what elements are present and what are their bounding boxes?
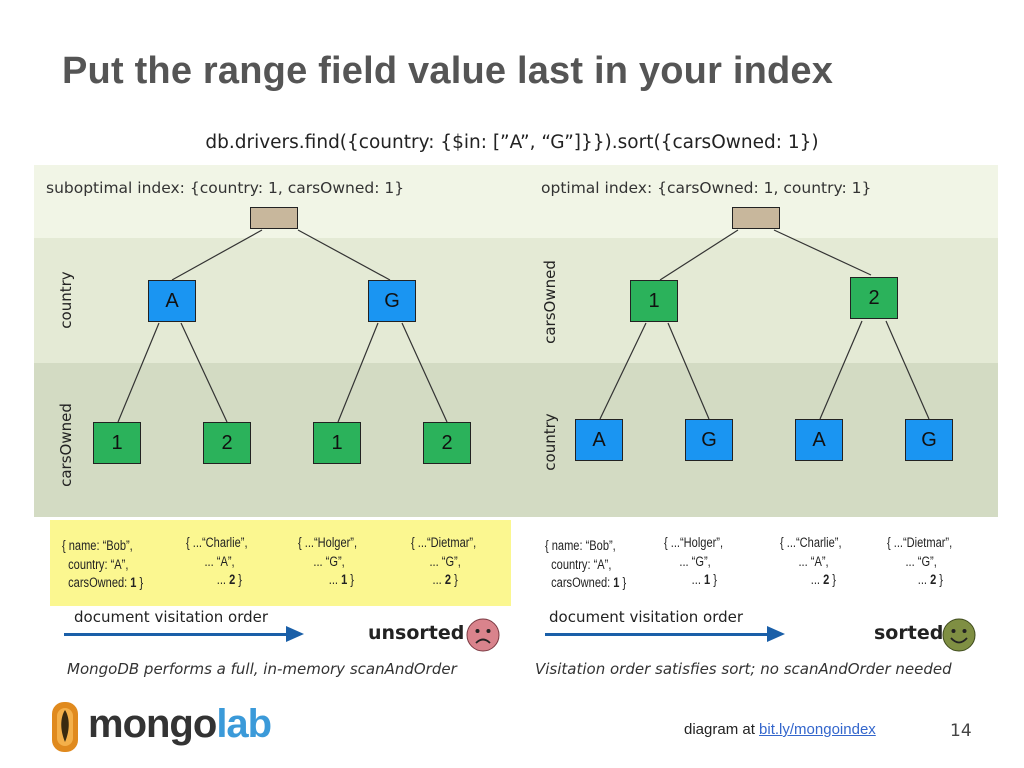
- unsorted-highlight: [50, 520, 511, 606]
- no-scanandorder-caption: Visitation order satisfies sort; no scan…: [535, 660, 952, 678]
- suboptimal-index-panel: suboptimal index: {country: 1, carsOwned…: [34, 165, 516, 517]
- arrow-head-icon: [767, 626, 785, 642]
- country-node: A: [795, 419, 843, 461]
- carsowned-node-1: 1: [630, 280, 678, 322]
- country-node: G: [685, 419, 733, 461]
- unsorted-label: unsorted: [368, 622, 465, 644]
- document-dietmar: { ...“Dietmar”, ... “G”, ... 2 }: [887, 535, 953, 587]
- tree-edges: [117, 229, 448, 423]
- document-charlie: { ...“Charlie”, ... “A”, ... 2 }: [186, 535, 248, 587]
- smiley-face-icon: [942, 618, 976, 652]
- document-dietmar: { ...“Dietmar”, ... “G”, ... 2 }: [411, 535, 477, 587]
- country-node-g: G: [368, 280, 416, 322]
- root-node: [732, 207, 780, 229]
- document-holger: { ...“Holger”, ... “G”, ... 1 }: [664, 535, 724, 587]
- arrow-head-icon: [286, 626, 304, 642]
- carsowned-node: 2: [423, 422, 471, 464]
- country-node: G: [905, 419, 953, 461]
- carsowned-node: 1: [93, 422, 141, 464]
- visitation-order-label: document visitation order: [74, 608, 269, 626]
- sorted-label: sorted: [874, 622, 944, 644]
- tree-edges: [599, 229, 930, 420]
- diagram-link[interactable]: bit.ly/mongoindex: [759, 721, 876, 738]
- carsowned-node: 2: [203, 422, 251, 464]
- visitation-arrow: [545, 633, 769, 636]
- optimal-index-panel: optimal index: {carsOwned: 1, country: 1…: [516, 165, 998, 517]
- optimal-index-label: optimal index: {carsOwned: 1, country: 1…: [541, 179, 872, 197]
- carsowned-node: 1: [313, 422, 361, 464]
- document-charlie: { ...“Charlie”, ... “A”, ... 2 }: [780, 535, 842, 587]
- slide-title: Put the range field value last in your i…: [62, 50, 834, 92]
- query-text: db.drivers.find({country: {$in: [”A”, “G…: [205, 132, 819, 153]
- root-node: [250, 207, 298, 229]
- visitation-order-label: document visitation order: [549, 608, 744, 626]
- sad-face-icon: [466, 618, 500, 652]
- document-holger: { ...“Holger”, ... “G”, ... 1 }: [298, 535, 358, 587]
- country-node: A: [575, 419, 623, 461]
- document-bob: { name: “Bob”, country: “A”, carsOwned: …: [62, 538, 144, 590]
- visitation-arrow: [64, 633, 288, 636]
- document-bob: { name: “Bob”, country: “A”, carsOwned: …: [545, 538, 627, 590]
- carsowned-node-2: 2: [850, 277, 898, 319]
- mongolab-logo-icon: [52, 702, 78, 752]
- footer-text: diagram at bit.ly/mongoindex: [684, 721, 876, 738]
- mongolab-logo-text: mongolab: [88, 702, 272, 746]
- scanandorder-caption: MongoDB performs a full, in-memory scanA…: [67, 660, 457, 678]
- suboptimal-index-label: suboptimal index: {country: 1, carsOwned…: [46, 179, 405, 197]
- page-number: 14: [950, 721, 972, 741]
- country-node-a: A: [148, 280, 196, 322]
